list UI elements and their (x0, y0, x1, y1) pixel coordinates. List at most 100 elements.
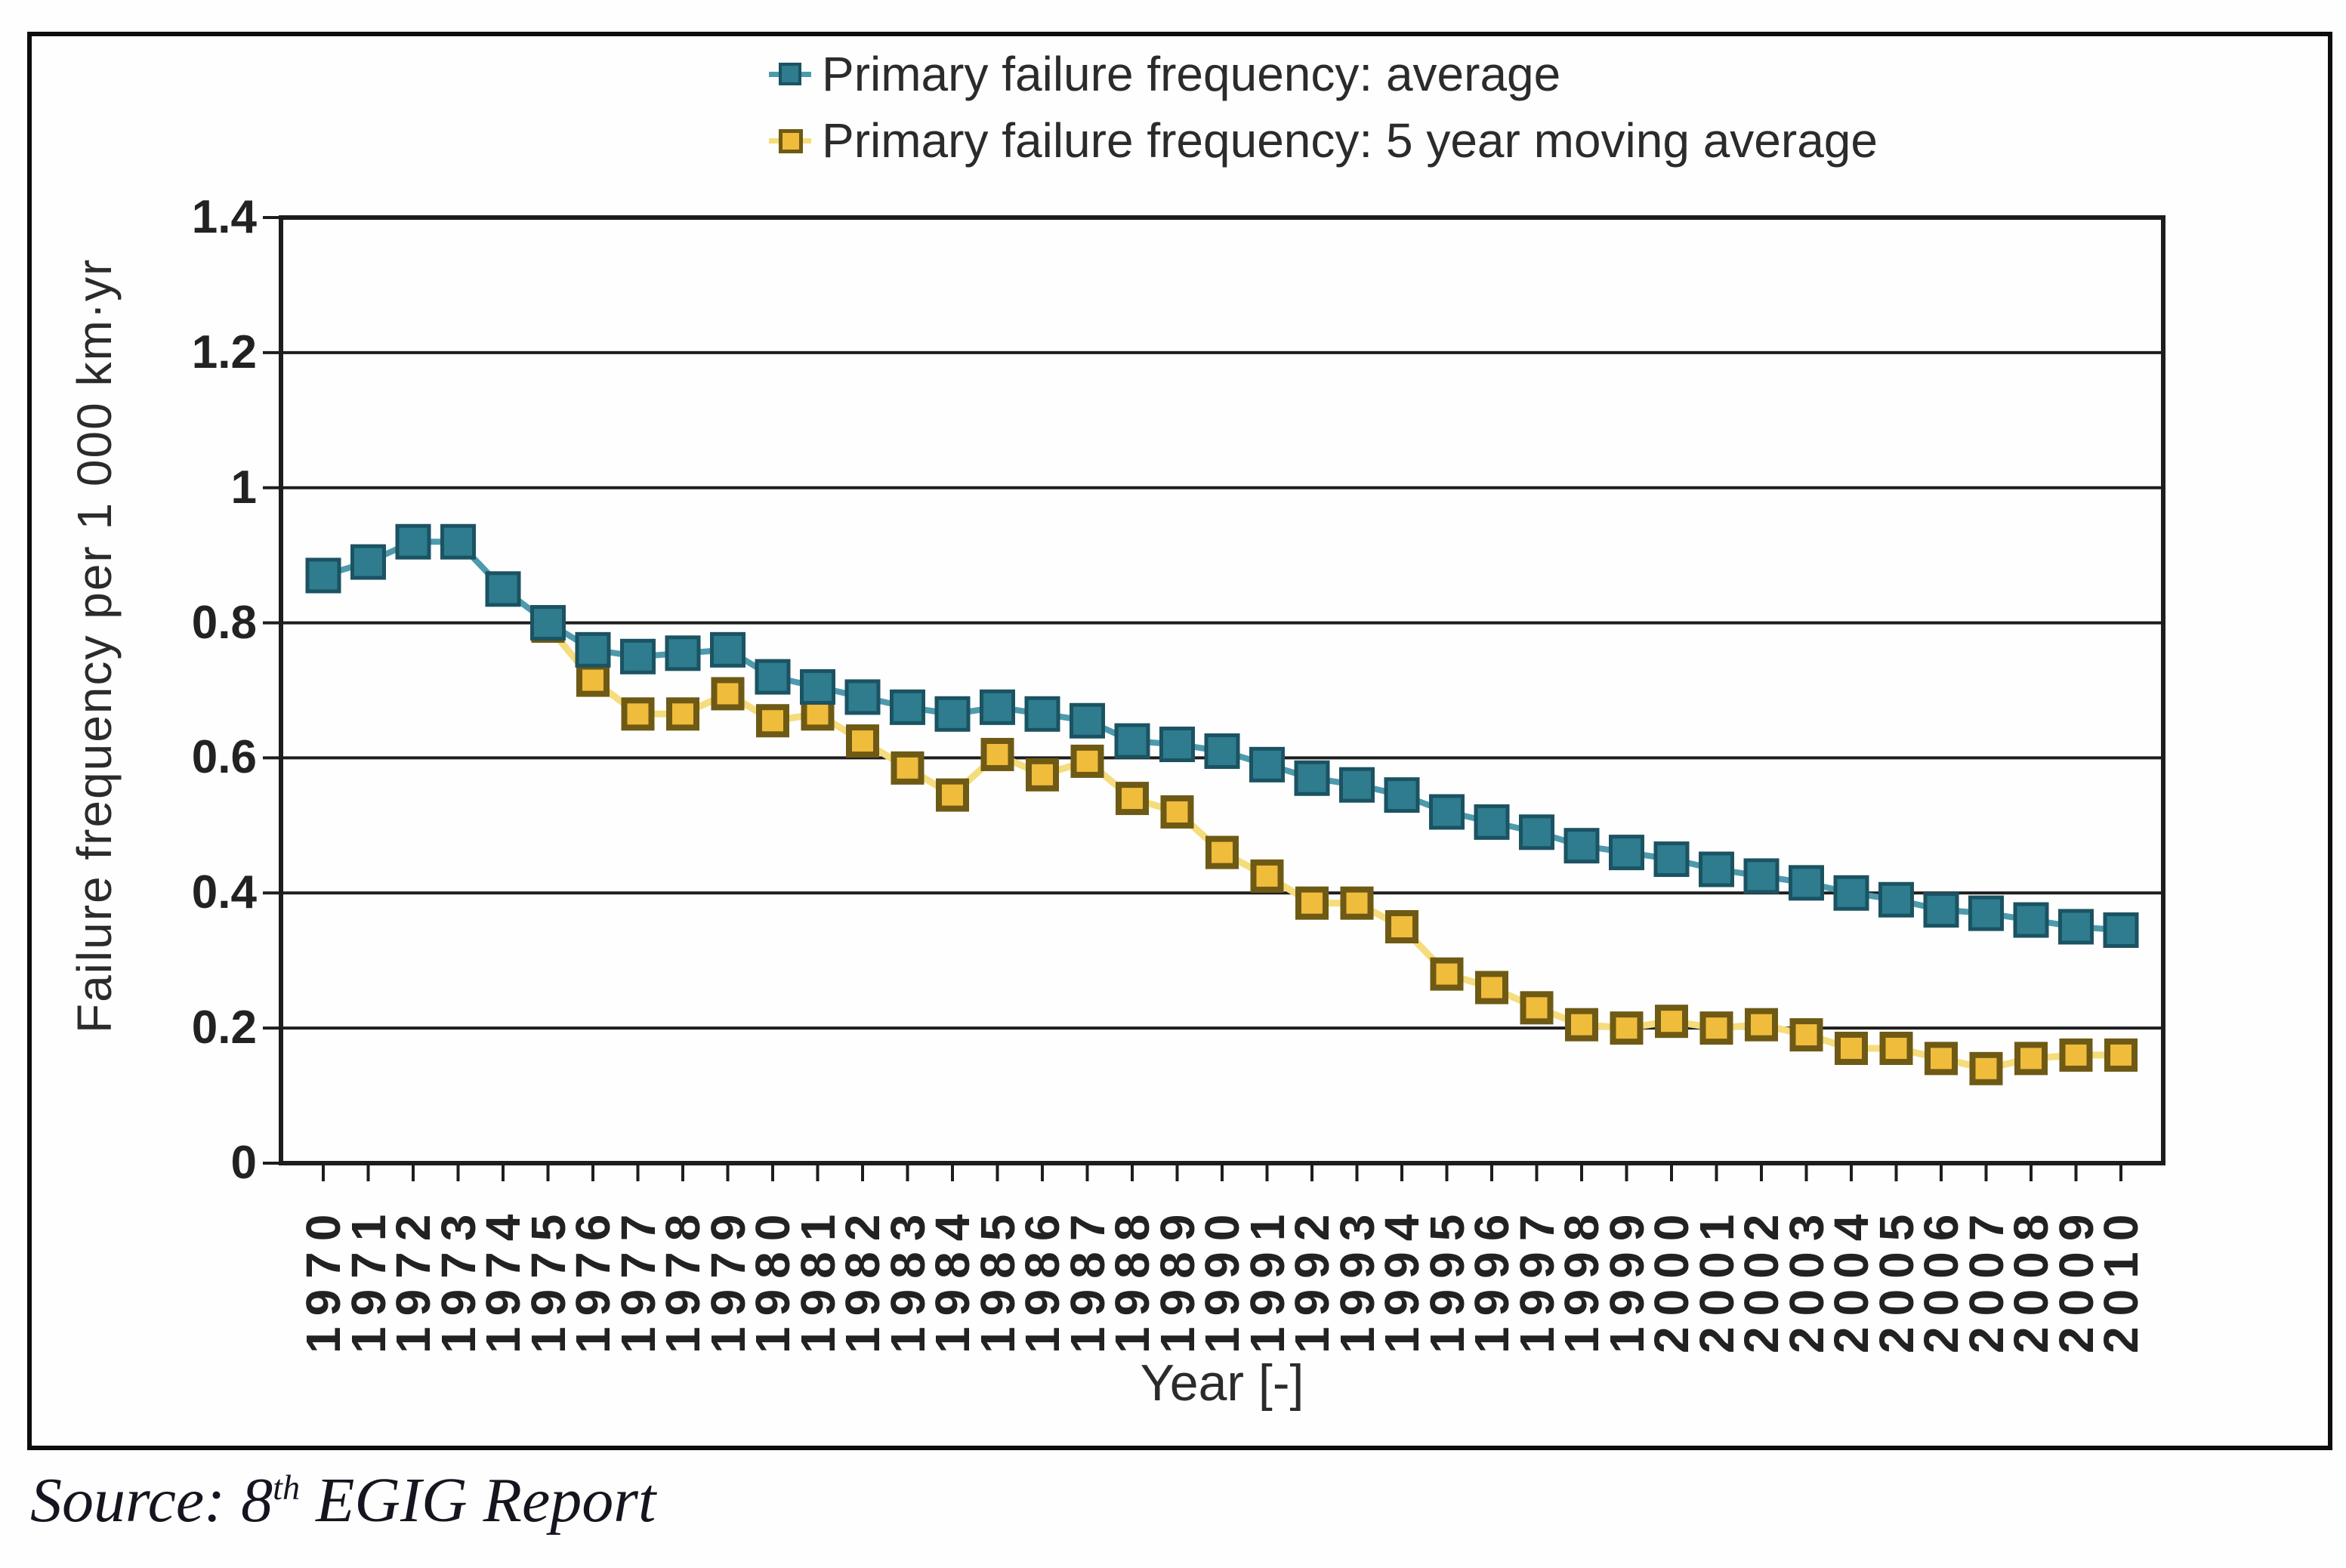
marker-average (1249, 746, 1285, 782)
average-marker-swatch (779, 63, 801, 85)
source-text: Source: 8 (30, 1465, 273, 1536)
marker-moving-average (1789, 1018, 1823, 1052)
marker-average (1024, 696, 1060, 732)
marker-moving-average (576, 663, 610, 697)
marker-average (890, 689, 925, 725)
y-tick-label: 0 (230, 1137, 257, 1189)
figure-border (27, 32, 2332, 1450)
x-axis-title: Year [-] (1140, 1354, 1304, 1412)
marker-moving-average (846, 724, 879, 758)
marker-average (1833, 875, 1869, 911)
marker-moving-average (1430, 957, 1464, 991)
marker-moving-average (1026, 758, 1059, 792)
y-tick-label: 0.4 (191, 866, 257, 919)
marker-moving-average (1250, 859, 1284, 893)
marker-average (305, 557, 341, 594)
marker-average (1878, 881, 1914, 918)
legend: Primary failure frequency: average Prima… (769, 41, 1878, 174)
marker-average (1204, 733, 1240, 769)
marker-average (2103, 912, 2139, 948)
y-tick-label: 1 (230, 461, 257, 514)
y-tick-label: 1.2 (191, 326, 257, 378)
marker-moving-average (1655, 1005, 1688, 1039)
marker-average (755, 659, 791, 695)
marker-moving-average (1879, 1031, 1913, 1065)
marker-moving-average (1385, 910, 1418, 943)
y-tick-label: 1.4 (191, 191, 257, 243)
marker-moving-average (1070, 744, 1104, 778)
marker-average (350, 544, 386, 580)
marker-moving-average (1520, 991, 1554, 1025)
marker-average (1699, 851, 1734, 887)
legend-item-label: Primary failure frequency: 5 year moving… (822, 113, 1878, 168)
moving-average-series-icon (769, 129, 811, 153)
marker-moving-average (1205, 835, 1239, 869)
legend-item-moving-average: Primary failure frequency: 5 year moving… (769, 107, 1878, 174)
marker-average (800, 669, 835, 705)
marker-moving-average (756, 704, 789, 738)
marker-average (485, 571, 521, 607)
marker-average (710, 631, 745, 668)
y-tick-label: 0.8 (191, 596, 257, 649)
marker-moving-average (1475, 971, 1508, 1005)
marker-moving-average (980, 737, 1014, 771)
y-axis-title: Failure frequency per 1 000 km·yr (67, 258, 122, 1033)
marker-average (1563, 828, 1600, 864)
x-tick-label: 2010 (2094, 1203, 2148, 1353)
source-text: EGIG Report (300, 1465, 656, 1536)
marker-average (1070, 702, 1105, 739)
moving-average-marker-swatch (779, 129, 803, 153)
marker-average (1923, 892, 1959, 928)
marker-moving-average (1340, 886, 1374, 920)
marker-average (844, 679, 881, 715)
marker-moving-average (2104, 1038, 2138, 1072)
marker-moving-average (711, 677, 745, 711)
average-series-icon (769, 63, 811, 85)
marker-average (1339, 767, 1375, 803)
marker-moving-average (1835, 1031, 1868, 1065)
marker-moving-average (891, 751, 925, 785)
marker-moving-average (1969, 1051, 2003, 1085)
marker-average (620, 638, 656, 674)
legend-item-label: Primary failure frequency: average (822, 47, 1561, 101)
marker-average (1789, 865, 1824, 901)
marker-average (1384, 777, 1420, 813)
marker-average (1474, 804, 1510, 840)
y-tick-label: 0.2 (191, 1002, 257, 1054)
marker-average (395, 523, 431, 560)
marker-moving-average (1565, 1008, 1598, 1042)
marker-average (1968, 895, 2004, 931)
marker-average (1114, 723, 1150, 759)
plot-frame (279, 215, 2165, 1165)
marker-moving-average (1610, 1011, 1644, 1045)
marker-average (934, 696, 971, 732)
marker-average (1294, 760, 1330, 796)
marker-average (1159, 727, 1195, 763)
legend-item-average: Primary failure frequency: average (769, 41, 1878, 107)
marker-average (440, 523, 476, 560)
marker-moving-average (2059, 1038, 2093, 1072)
source-superscript: th (273, 1468, 301, 1507)
source-note: Source: 8th EGIG Report (30, 1464, 656, 1537)
marker-moving-average (1295, 886, 1329, 920)
marker-moving-average (1160, 795, 1194, 829)
marker-average (1519, 814, 1554, 850)
y-tick-label: 0.6 (191, 731, 257, 784)
marker-average (1653, 841, 1690, 878)
marker-average (665, 635, 701, 671)
marker-moving-average (1116, 782, 1149, 816)
marker-moving-average (1925, 1042, 1958, 1076)
marker-moving-average (621, 697, 655, 731)
marker-average (1429, 794, 1465, 830)
marker-average (530, 605, 566, 641)
marker-moving-average (936, 778, 969, 812)
marker-average (980, 689, 1015, 725)
marker-average (1609, 835, 1644, 871)
marker-moving-average (2014, 1042, 2048, 1076)
marker-average (575, 631, 611, 668)
marker-average (1743, 858, 1780, 894)
marker-average (2058, 909, 2094, 945)
marker-average (2013, 902, 2049, 938)
